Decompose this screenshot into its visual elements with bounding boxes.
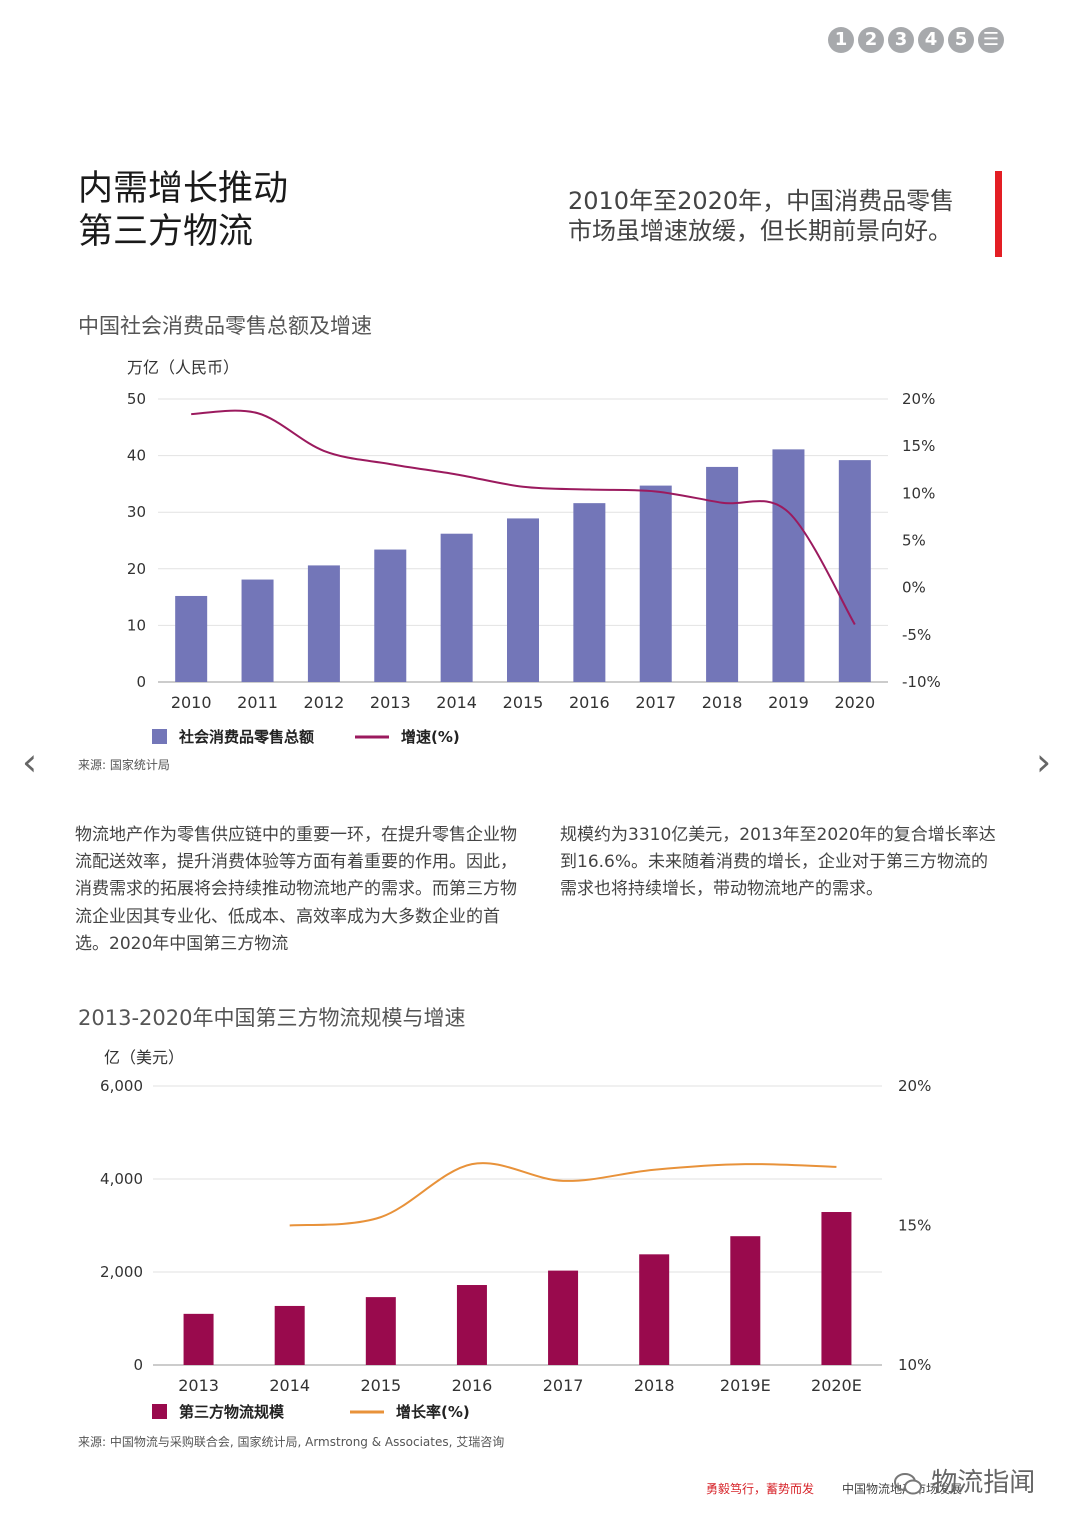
chart1-x-tick: 2019 [768,693,809,712]
chart2-legend-line-label: 增长率(%) [396,1403,470,1421]
chart2-y-left-tick: 2,000 [100,1263,143,1281]
chart2-bar [639,1254,670,1365]
chart1-bar [241,579,274,682]
chart2-bar [365,1297,396,1365]
chart2-x-tick: 2013 [178,1376,219,1395]
chart1-x-tick: 2012 [304,693,345,712]
chart1-title: 中国社会消费品零售总额及增速 [78,314,372,338]
page-title: 内需增长推动 第三方物流 [78,168,288,254]
chart1-source: 来源: 国家统计局 [78,758,170,772]
chart1-unit: 万亿（人民币） [127,358,240,377]
chart2-x-tick: 2020E [811,1376,862,1395]
watermark-text: 物流指闻 [931,1468,1036,1498]
chart1-legend-bar-label: 社会消费品零售总额 [178,728,314,746]
chart2-y-right-tick: 15% [898,1217,931,1235]
chart2-svg: 0 2,000 4,000 6,000 10% 15% 20% 2013 2014 2015 201… [100,1077,931,1421]
chart2-title: 2013-2020年中国第三方物流规模与增速 [78,1006,466,1030]
chart1-x-tick: 2018 [702,693,743,712]
chart2-unit: 亿（美元） [104,1048,185,1067]
chart2-x-tick: 2015 [360,1376,401,1395]
chart2-y-left-tick: 0 [133,1356,143,1374]
wechat-icon [894,1472,922,1494]
chart1-y-right-tick: -10% [902,673,941,691]
chart2-growth-line [289,1162,837,1227]
chart1-bar [440,533,473,682]
chart2-y-right-tick: 20% [898,1077,931,1095]
chart1-legend-line-label: 增速(%) [401,728,460,746]
chart1-x-tick: 2020 [834,693,875,712]
chart2-source: 来源: 中国物流与采购联合会, 国家统计局, Armstrong & Assoc… [78,1435,505,1449]
chart1-bar [838,460,871,682]
chart1-bar [507,518,539,682]
chart2-bar [183,1313,214,1365]
chart1-growth-line [191,409,856,625]
chart2-x-tick: 2016 [452,1376,493,1395]
page-dot-4[interactable]: 4 [918,27,944,53]
chart2-bar [274,1305,305,1365]
chart1-x-tick: 2013 [370,693,411,712]
next-page-arrow-icon[interactable]: › [1036,740,1052,784]
chart1-x-tick: 2011 [237,693,278,712]
chart2-y-left-tick: 6,000 [100,1077,143,1095]
chart1-y-right-tick: 10% [902,484,935,502]
chart2-x-tick: 2017 [543,1376,584,1395]
chart2-bar [456,1285,487,1365]
chart1-y-right-tick: 20% [902,390,935,408]
accent-bar [995,171,1002,257]
footer-slogan: 勇毅笃行，蓄势而发 [706,1482,815,1496]
page-subtitle-line2: 市场虽增速放缓，但长期前景向好。 [568,217,952,245]
chart2-legend-bar-swatch [152,1404,167,1419]
page-dot-5[interactable]: 5 [948,27,974,53]
page-dot-2[interactable]: 2 [858,27,884,53]
chart2-y-left-tick: 4,000 [100,1170,143,1188]
body-text-col1: 物流地产作为零售供应链中的重要一环，在提升零售企业物流配送效率，提升消费体验等方… [75,825,517,954]
chart1-y-right-tick: 0% [902,579,926,597]
chart1-y-left-tick: 0 [136,673,146,691]
chart2-x-tick: 2018 [634,1376,675,1395]
chart1-y-left-tick: 20 [127,560,146,578]
chart1-y-right-tick: 5% [902,532,926,550]
chart1-x-tick: 2017 [635,693,676,712]
chart1-bar [573,503,606,682]
chart1-y-left-tick: 40 [127,447,146,465]
page-dot-1[interactable]: 1 [828,27,854,53]
chart1-y-left-tick: 30 [127,503,146,521]
prev-page-arrow-icon[interactable]: ‹ [22,740,38,784]
chart1-bar [772,449,805,682]
page-nav: 1 2 3 4 5 ☰ [828,27,1004,53]
chart1-y-left-tick: 10 [127,616,146,634]
chart2-x-tick: 2019E [720,1376,771,1395]
chart1-y-right-tick: 15% [902,437,935,455]
chart1-legend-bar-swatch [152,729,167,744]
chart2-x-tick: 2014 [269,1376,310,1395]
chart1-svg: 0 10 20 30 40 50 -10% -5% 0% 5% 10% 15% 20% 2010 2011 2… [127,390,941,746]
chart1-x-tick: 2016 [569,693,610,712]
chart1-x-tick: 2015 [503,693,544,712]
page-title-line2: 第三方物流 [78,212,254,252]
chart2-legend-bar-label: 第三方物流规模 [179,1403,285,1421]
chart1-y-left-tick: 50 [127,390,146,408]
page-subtitle-line1: 2010年至2020年，中国消费品零售 [568,187,955,215]
chart1-bar [374,549,407,682]
chart1-bar [706,466,739,682]
page-title-line1: 内需增长推动 [78,169,289,209]
chart1-bar [307,565,340,682]
watermark: 物流指闻 [893,1462,1035,1499]
menu-icon[interactable]: ☰ [978,27,1004,53]
page-dot-3[interactable]: 3 [888,27,914,53]
chart2-y-right-tick: 10% [898,1356,931,1374]
chart2-bar [548,1270,579,1365]
chart1-y-right-tick: -5% [902,626,931,644]
chart1-bar [175,595,208,682]
body-text-col2: 规模约为3310亿美元，2013年至2020年的复合增长率达到16.6%。未来随… [560,825,996,900]
chart1-x-tick: 2010 [171,693,212,712]
chart2-bar [821,1212,852,1365]
page-subtitle: 2010年至2020年，中国消费品零售 市场虽增速放缓，但长期前景向好。 [568,186,978,246]
chart1-bar [639,485,672,682]
chart1-x-tick: 2014 [436,693,477,712]
chart2-bar [730,1236,761,1365]
